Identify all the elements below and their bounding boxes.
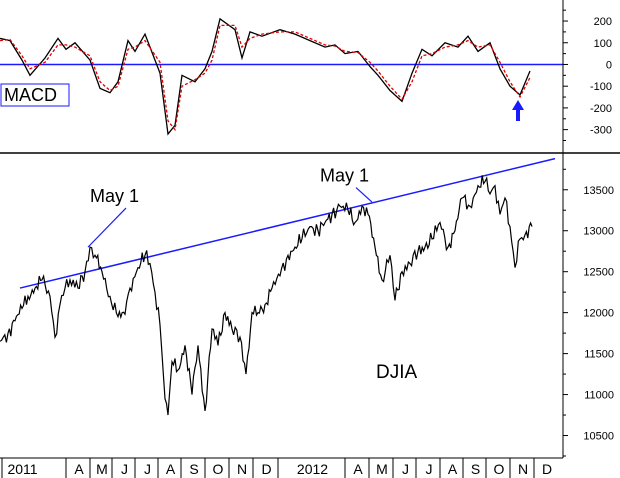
- x-tick-label: A: [353, 461, 363, 477]
- x-tick-label: 2011: [7, 461, 37, 477]
- x-tick-label: N: [518, 461, 528, 477]
- x-tick-label: S: [189, 461, 198, 477]
- x-tick-label: J: [144, 461, 151, 477]
- macd-arrow-marker: [512, 100, 524, 121]
- may1-label-2: May 1: [320, 166, 369, 186]
- x-tick-label: M: [376, 461, 388, 477]
- macd-label: MACD: [4, 85, 57, 105]
- macd-y-tick-label: 100: [594, 38, 612, 50]
- macd-y-tick-label: -200: [590, 103, 612, 115]
- macd-y-tick-label: 0: [606, 59, 612, 71]
- may1-label-1: May 1: [90, 186, 139, 206]
- macd-panel: MACD 200 100 0 -100 -200 -300: [0, 0, 620, 458]
- x-tick-label: N: [237, 461, 247, 477]
- x-tick-label: A: [166, 461, 176, 477]
- x-tick-label: A: [448, 461, 458, 477]
- price-y-tick-label: 11000: [584, 390, 614, 402]
- macd-label-box: [0, 83, 70, 107]
- x-tick-label: O: [213, 461, 224, 477]
- x-tick-label: D: [261, 461, 271, 477]
- djia-price-line: [0, 175, 533, 416]
- price-y-tick-label: 12500: [583, 267, 614, 279]
- price-y-tick-label: 10500: [583, 431, 614, 443]
- price-panel: May 1 May 1 DJIA 13500 13000 12500 12000 11500 1…: [0, 157, 614, 457]
- x-tick-label: A: [74, 461, 84, 477]
- macd-signal-line: [0, 24, 531, 132]
- x-tick-label: 2012: [297, 461, 328, 477]
- may1-pointer-2: [355, 187, 373, 203]
- x-tick-label: J: [402, 461, 409, 477]
- djia-label: DJIA: [376, 362, 418, 383]
- x-tick-label: J: [121, 461, 128, 477]
- x-tick-label: O: [494, 461, 505, 477]
- macd-y-tick-label: -100: [590, 81, 612, 93]
- macd-y-tick-label: -300: [590, 125, 612, 137]
- price-y-tick-label: 11500: [584, 349, 614, 361]
- x-axis: 2011 A M J J A S O N D 2012 A M J J A S O N D: [0, 457, 563, 478]
- x-tick-label: M: [96, 461, 108, 477]
- price-y-tick-label: 12000: [583, 308, 614, 320]
- x-tick-label: J: [426, 461, 433, 477]
- may1-pointer-1: [87, 207, 127, 248]
- price-y-tick-label: 13500: [583, 185, 614, 197]
- resistance-trendline: [19, 157, 556, 289]
- price-y-tick-label: 13000: [583, 226, 614, 238]
- x-tick-label: S: [471, 461, 480, 477]
- x-tick-label: D: [542, 461, 552, 477]
- macd-line: [0, 17, 531, 136]
- macd-y-tick-label: 200: [594, 16, 612, 28]
